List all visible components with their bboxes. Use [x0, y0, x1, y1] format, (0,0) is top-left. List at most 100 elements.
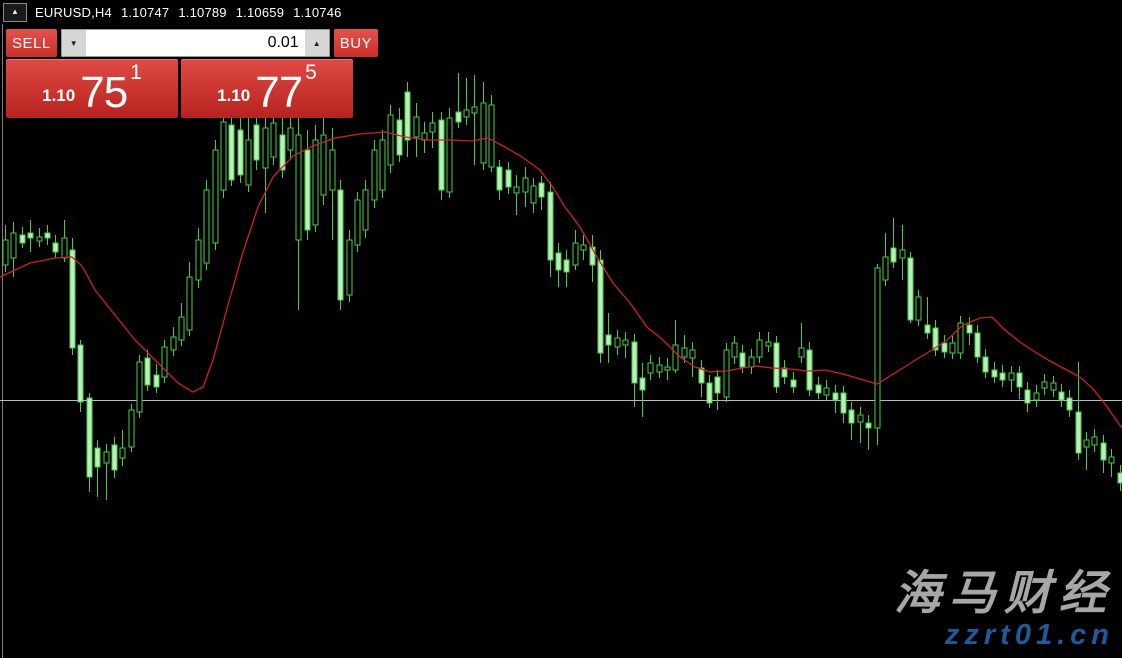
candle-body	[597, 259, 604, 354]
candle-body	[848, 409, 855, 424]
candle-body	[806, 349, 813, 391]
candle-body	[220, 121, 227, 191]
candle-body	[513, 186, 520, 194]
candle-body	[346, 239, 353, 296]
collapse-trade-panel-button[interactable]: ▲	[3, 2, 27, 22]
candle-body	[1058, 391, 1065, 401]
candle-body	[2, 239, 9, 266]
candle-body	[1091, 436, 1098, 446]
candle-body	[103, 451, 110, 464]
triangle-up-icon: ▲	[11, 7, 19, 16]
ask-prefix: 1.10	[217, 86, 251, 105]
candle-body	[203, 189, 210, 264]
candle-body	[320, 134, 327, 196]
candle-body	[714, 376, 721, 394]
candle-body	[1016, 372, 1023, 388]
candle-body	[790, 379, 797, 388]
candle-body	[773, 342, 780, 388]
candle-body	[563, 259, 570, 273]
volume-increase-button[interactable]: ▲	[304, 30, 329, 56]
candle-body	[999, 372, 1006, 381]
candle-body	[957, 322, 964, 354]
ask-point: 5	[305, 61, 317, 84]
candle-body	[874, 267, 881, 429]
candle-body	[262, 127, 269, 169]
candle-body	[832, 392, 839, 401]
candle-body	[823, 387, 830, 396]
candle-body	[488, 104, 495, 168]
buy-price-button[interactable]: 1.10 77 5	[181, 59, 353, 118]
volume-decrease-button[interactable]: ▼	[61, 30, 86, 56]
candle-body	[111, 444, 118, 471]
candle-body	[429, 122, 436, 133]
candle-body	[36, 236, 43, 242]
candle-body	[1041, 381, 1048, 389]
candle-body	[480, 102, 487, 164]
candle-body	[982, 356, 989, 373]
candle-body	[1024, 389, 1031, 404]
candle-body	[119, 447, 126, 459]
volume-spinner: ▼ ▲	[60, 29, 330, 57]
candle-body	[899, 249, 906, 259]
candle-body	[1066, 397, 1073, 411]
candle-body	[379, 139, 386, 191]
candle-body	[144, 357, 151, 386]
bid-point: 1	[130, 61, 142, 84]
candle-body	[731, 342, 738, 358]
candle-body	[178, 316, 185, 341]
triangle-up-icon: ▲	[312, 38, 321, 48]
candle-body	[798, 347, 805, 358]
symbol-bar: ▲ EURUSD,H4 1.10747 1.10789 1.10659 1.10746	[0, 0, 1122, 24]
candle-body	[840, 392, 847, 414]
candle-body	[52, 242, 59, 253]
candle-body	[463, 109, 470, 118]
candle-body	[136, 361, 143, 413]
candle-body	[1108, 456, 1115, 464]
candle-body	[1050, 382, 1057, 391]
candle-body	[639, 377, 646, 391]
candle-body	[362, 189, 369, 231]
candle-body	[991, 369, 998, 378]
candle-body	[932, 327, 939, 351]
candle-body	[270, 122, 277, 158]
candle-body	[555, 252, 562, 271]
sell-price-button[interactable]: 1.10 75 1	[6, 59, 178, 118]
candle-body	[614, 337, 621, 348]
candle-body	[589, 246, 596, 266]
candle-body	[1008, 372, 1015, 381]
sell-button[interactable]: SELL	[6, 29, 57, 57]
candle-body	[689, 349, 696, 359]
candle-body	[161, 346, 168, 378]
candle-body	[253, 124, 260, 161]
candle-body	[698, 367, 705, 384]
buy-button[interactable]: BUY	[333, 29, 379, 57]
candle-body	[949, 342, 956, 354]
candle-body	[907, 257, 914, 321]
symbol-info: EURUSD,H4 1.10747 1.10789 1.10659 1.10746	[35, 5, 351, 20]
candle-body	[706, 382, 713, 404]
candle-body	[664, 366, 671, 371]
candle-body	[186, 276, 193, 331]
candle-body	[547, 191, 554, 261]
candle-body	[580, 244, 587, 251]
candle-body	[622, 339, 629, 346]
candle-body	[413, 116, 420, 138]
candle-body	[672, 344, 679, 371]
symbol-label: EURUSD,H4	[35, 4, 112, 20]
candle-body	[631, 341, 638, 384]
candle-body	[1100, 442, 1107, 461]
candle-body	[572, 242, 579, 266]
candle-body	[781, 367, 788, 378]
candle-body	[530, 185, 537, 204]
candle-body	[647, 362, 654, 374]
candle-body	[723, 349, 730, 398]
candle-body	[1075, 411, 1082, 454]
candle-body	[455, 111, 462, 123]
candle-body	[966, 324, 973, 334]
candle-body	[538, 182, 545, 198]
close-value: 1.10746	[293, 4, 342, 20]
candle-body	[228, 124, 235, 181]
volume-input[interactable]	[85, 30, 305, 56]
candle-body	[128, 409, 135, 448]
